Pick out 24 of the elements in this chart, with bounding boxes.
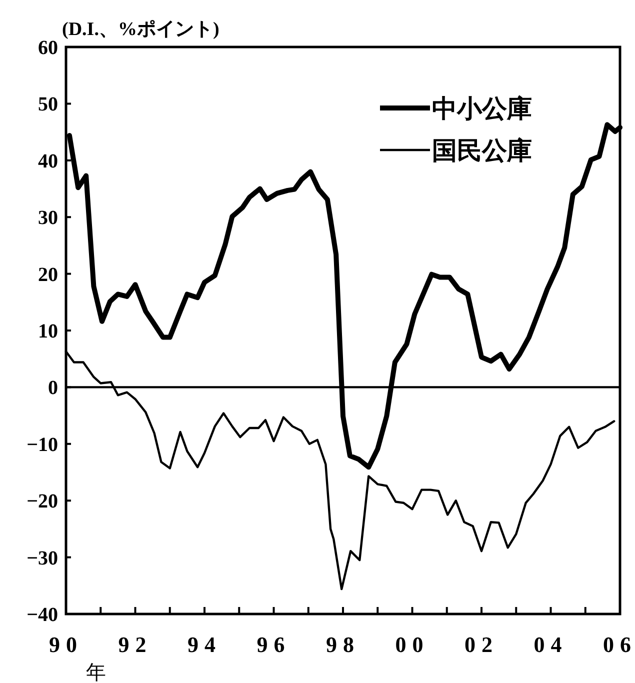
y-axis-title: (D.I.、%ポイント) (62, 19, 220, 40)
x-tick-label: 00 (395, 632, 430, 657)
y-tick-label: 50 (38, 94, 58, 116)
x-tick-label: 96 (256, 632, 291, 657)
x-tick-label: 02 (464, 632, 498, 657)
x-axis-title: 年 (86, 662, 106, 683)
y-tick-label: 0 (48, 377, 58, 400)
x-tick-label: 04 (534, 632, 568, 657)
y-tick-label: 30 (38, 207, 58, 230)
x-tick-label: 92 (118, 632, 152, 657)
y-tick-label: −20 (26, 490, 58, 513)
y-tick-label: −30 (26, 547, 58, 570)
x-tick-label: 06 (603, 632, 635, 657)
x-tick-label: 98 (326, 632, 360, 657)
y-tick-label: 10 (38, 320, 58, 342)
legend-label: 国民公庫 (432, 137, 532, 165)
y-tick-label: −40 (26, 604, 58, 626)
y-tick-label: 60 (38, 37, 58, 59)
x-tick-label: 90 (49, 632, 83, 657)
x-tick-label: 94 (188, 632, 222, 657)
y-tick-label: 20 (38, 264, 58, 286)
y-tick-label: −10 (26, 434, 58, 456)
y-tick-label: 40 (38, 150, 58, 172)
legend-label: 中小公庫 (432, 95, 532, 123)
